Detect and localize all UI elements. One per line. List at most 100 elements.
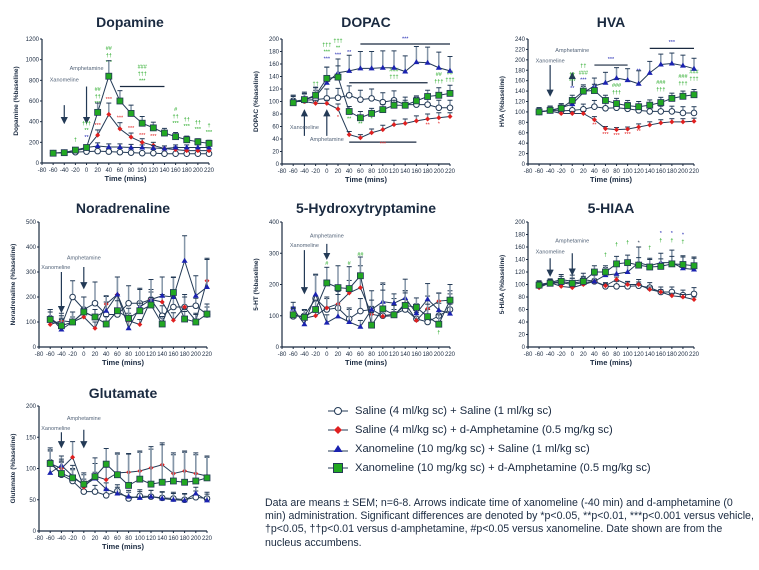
open-circle-icon bbox=[328, 406, 348, 415]
x-tick-label: -20 bbox=[557, 169, 566, 175]
y-tick-label: 160 bbox=[515, 245, 526, 251]
data-point bbox=[657, 99, 665, 106]
data-point bbox=[58, 322, 65, 330]
x-tick-label: 20 bbox=[580, 169, 587, 175]
data-point bbox=[94, 142, 101, 148]
data-point bbox=[369, 130, 375, 136]
data-point bbox=[136, 307, 144, 315]
y-tick-label: 80 bbox=[518, 295, 525, 301]
data-point bbox=[69, 474, 76, 482]
data-point bbox=[602, 79, 609, 85]
x-tick-label: 80 bbox=[613, 169, 620, 175]
xanomeline-annotation: Xanomeline bbox=[536, 249, 565, 255]
data-point bbox=[150, 149, 157, 157]
data-point bbox=[614, 127, 620, 133]
data-point bbox=[161, 150, 168, 157]
data-point bbox=[569, 110, 575, 116]
data-point bbox=[557, 104, 565, 112]
chart-title: Noradrenaline bbox=[76, 200, 170, 216]
data-point bbox=[127, 110, 135, 117]
y-tick-label: 120 bbox=[269, 87, 280, 93]
y-tick-label: 40 bbox=[518, 320, 525, 326]
data-point bbox=[139, 139, 145, 145]
data-point bbox=[194, 144, 201, 150]
data-point bbox=[149, 124, 157, 132]
significance-mark: ††† bbox=[612, 90, 621, 96]
x-tick-label: 100 bbox=[623, 169, 634, 175]
data-point bbox=[94, 147, 101, 155]
data-point bbox=[312, 306, 320, 313]
data-point bbox=[345, 285, 353, 292]
data-point bbox=[625, 282, 631, 287]
y-tick-label: 200 bbox=[269, 283, 280, 289]
data-point bbox=[613, 260, 620, 268]
data-point bbox=[69, 318, 76, 326]
x-tick-label: 40 bbox=[346, 169, 353, 175]
data-point bbox=[646, 101, 654, 109]
data-point bbox=[192, 477, 200, 485]
data-point bbox=[669, 119, 675, 125]
data-point bbox=[102, 320, 110, 328]
x-tick-label: 120 bbox=[148, 168, 159, 174]
x-tick-label: -80 bbox=[38, 168, 47, 174]
x-tick-label: 20 bbox=[335, 352, 342, 358]
x-tick-label: -40 bbox=[300, 352, 309, 358]
significance-mark: ** bbox=[347, 50, 352, 56]
x-tick-label: 140 bbox=[157, 536, 168, 542]
data-point bbox=[690, 91, 698, 99]
data-point bbox=[602, 97, 609, 104]
x-tick-label: 0 bbox=[85, 168, 89, 174]
x-tick-label: 180 bbox=[180, 536, 191, 542]
data-point bbox=[47, 322, 53, 327]
legend-item-xanomeline: Xanomeline (10 mg/kg sc) + Saline (1 ml/… bbox=[328, 439, 651, 458]
x-tick-label: 0 bbox=[571, 169, 575, 175]
chart-title: 5-HIAA bbox=[588, 200, 635, 216]
chart-title: Dopamine bbox=[96, 14, 164, 30]
significance-mark: ** bbox=[84, 135, 89, 141]
x-axis-label: Time (mins) bbox=[102, 542, 144, 551]
data-point bbox=[435, 307, 442, 313]
y-tick-label: 120 bbox=[515, 100, 526, 106]
data-point bbox=[114, 490, 121, 496]
data-point bbox=[72, 146, 79, 154]
significance-mark: ††† bbox=[445, 78, 454, 84]
data-point bbox=[669, 293, 675, 299]
data-point bbox=[579, 277, 587, 285]
data-point bbox=[170, 496, 177, 502]
significance-mark: † bbox=[615, 242, 618, 248]
y-tick-label: 100 bbox=[269, 100, 280, 106]
significance-mark: * bbox=[337, 115, 340, 121]
y-tick-label: 160 bbox=[269, 62, 280, 68]
x-tick-label: 60 bbox=[602, 352, 609, 358]
x-tick-label: 220 bbox=[445, 352, 456, 358]
chart-panel: HVA-80 -60 -40 -20 0 20 40 60 80 100 120 140 160 180 2… bbox=[499, 14, 700, 184]
y-tick-label: 300 bbox=[269, 251, 280, 257]
data-point bbox=[436, 115, 442, 121]
data-point bbox=[368, 109, 376, 117]
data-point bbox=[203, 310, 211, 318]
x-tick-label: 160 bbox=[411, 352, 422, 358]
data-point bbox=[335, 313, 341, 319]
data-point bbox=[668, 60, 675, 66]
significance-mark: *** bbox=[669, 40, 676, 46]
data-point bbox=[636, 282, 642, 287]
data-point bbox=[690, 109, 698, 117]
data-point bbox=[435, 320, 443, 328]
data-point bbox=[657, 262, 665, 270]
x-tick-label: -60 bbox=[46, 536, 55, 542]
y-tick-label: 0 bbox=[276, 162, 280, 168]
x-axis-label: Time (mins) bbox=[590, 175, 632, 184]
y-tick-label: 100 bbox=[515, 283, 526, 289]
data-point bbox=[424, 296, 431, 302]
y-tick-label: 400 bbox=[26, 245, 37, 251]
significance-mark: *** bbox=[106, 97, 113, 103]
x-tick-label: 120 bbox=[146, 352, 157, 358]
y-tick-label: 40 bbox=[272, 137, 279, 143]
series-combo bbox=[289, 65, 454, 122]
significance-mark: ## bbox=[447, 71, 454, 77]
data-point bbox=[58, 470, 65, 477]
data-point bbox=[679, 109, 687, 117]
data-point bbox=[546, 106, 554, 114]
chart-title: Glutamate bbox=[89, 385, 158, 401]
data-point bbox=[390, 101, 398, 109]
